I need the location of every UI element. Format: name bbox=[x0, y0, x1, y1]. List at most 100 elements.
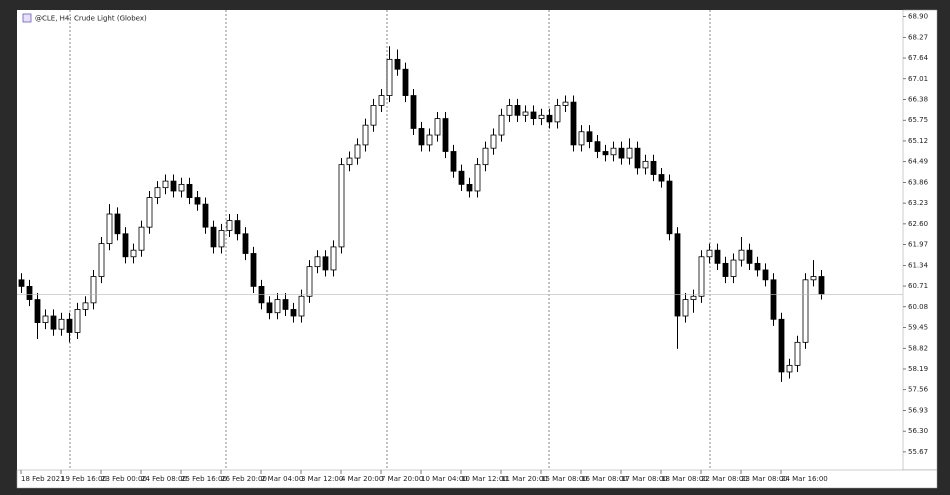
candle-body bbox=[658, 174, 665, 182]
candle-body bbox=[674, 233, 681, 317]
candle-body bbox=[690, 295, 697, 300]
x-tick-label: 4 Mar 20:00 bbox=[341, 475, 383, 483]
candle-body bbox=[458, 170, 465, 185]
candle-body bbox=[354, 144, 361, 159]
x-tick-label: 23 Feb 00:00 bbox=[101, 475, 147, 483]
candle-body bbox=[282, 299, 289, 310]
candle-body bbox=[514, 105, 521, 116]
time-axis bbox=[16, 469, 938, 489]
y-tick-label: 57.56 bbox=[908, 386, 929, 394]
candle-body bbox=[570, 101, 577, 146]
candle-body bbox=[634, 147, 641, 169]
y-tick-label: 63.23 bbox=[908, 199, 928, 207]
candle-body bbox=[626, 147, 633, 159]
candle-body bbox=[58, 318, 65, 330]
candle-body bbox=[522, 111, 529, 116]
candle-body bbox=[754, 262, 761, 271]
candle-body bbox=[274, 299, 281, 314]
x-tick-label: 11 Mar 20:00 bbox=[501, 475, 548, 483]
x-tick-label: 22 Mar 08:00 bbox=[701, 475, 748, 483]
y-tick-label: 68.27 bbox=[908, 33, 928, 41]
x-tick-label: 23 Mar 08:00 bbox=[741, 475, 788, 483]
candle-body bbox=[682, 299, 689, 317]
symbol-icon bbox=[22, 13, 32, 23]
y-tick-label: 59.45 bbox=[908, 324, 928, 332]
y-tick-label: 65.12 bbox=[908, 137, 928, 145]
candle-body bbox=[466, 183, 473, 192]
candle-body bbox=[482, 147, 489, 166]
candle-body bbox=[210, 226, 217, 248]
candle-body bbox=[562, 101, 569, 106]
candle-body bbox=[642, 160, 649, 169]
y-tick-label: 67.64 bbox=[908, 54, 929, 62]
candle-body bbox=[314, 256, 321, 268]
candle-body bbox=[450, 151, 457, 172]
candle-body bbox=[554, 105, 561, 123]
candle-body bbox=[74, 309, 81, 333]
y-tick-label: 60.08 bbox=[908, 303, 928, 311]
candle-body bbox=[730, 259, 737, 277]
candle-body bbox=[290, 309, 297, 317]
candle-body bbox=[178, 183, 185, 192]
candle-body bbox=[226, 220, 233, 231]
candle-body bbox=[786, 364, 793, 373]
candle-body bbox=[154, 187, 161, 198]
candle-body bbox=[122, 233, 129, 258]
candle-body bbox=[234, 220, 241, 235]
candle-body bbox=[818, 276, 825, 295]
candle-body bbox=[762, 269, 769, 281]
candle-body bbox=[578, 131, 585, 146]
plot-area bbox=[17, 10, 903, 470]
x-tick-label: 18 Feb 2021 bbox=[21, 475, 65, 483]
y-tick-label: 61.97 bbox=[908, 241, 928, 249]
y-tick-label: 55.67 bbox=[908, 448, 928, 456]
x-tick-label: 3 Mar 12:00 bbox=[301, 475, 343, 483]
candle-body bbox=[418, 128, 425, 146]
candle-body bbox=[802, 279, 809, 343]
candle-body bbox=[394, 58, 401, 70]
candle-body bbox=[794, 341, 801, 366]
candle-body bbox=[602, 151, 609, 156]
candle-body bbox=[378, 95, 385, 106]
x-tick-label: 19 Feb 16:00 bbox=[61, 475, 107, 483]
candle-body bbox=[346, 157, 353, 166]
x-tick-label: 15 Mar 08:00 bbox=[541, 475, 588, 483]
candle-body bbox=[138, 226, 145, 251]
y-tick-label: 60.71 bbox=[908, 282, 928, 290]
candle-body bbox=[114, 213, 121, 235]
x-tick-label: 10 Mar 04:00 bbox=[421, 475, 468, 483]
candle-body bbox=[738, 249, 745, 261]
x-tick-label: 24 Feb 08:00 bbox=[141, 475, 187, 483]
candle-body bbox=[322, 256, 329, 271]
candle-body bbox=[618, 147, 625, 159]
candle-body bbox=[538, 114, 545, 119]
candle-body bbox=[330, 246, 337, 271]
candle-body bbox=[434, 118, 441, 136]
candle-body bbox=[506, 105, 513, 116]
x-tick-label: 18 Mar 08:00 bbox=[661, 475, 708, 483]
candle-body bbox=[370, 105, 377, 126]
y-tick-label: 58.19 bbox=[908, 365, 928, 373]
candle-body bbox=[106, 213, 113, 245]
candle-body bbox=[498, 114, 505, 136]
candle-body bbox=[594, 141, 601, 152]
candle-body bbox=[98, 243, 105, 277]
y-tick-label: 61.34 bbox=[908, 261, 929, 269]
candle-body bbox=[586, 131, 593, 143]
candle-body bbox=[722, 262, 729, 277]
y-tick-label: 64.49 bbox=[908, 158, 928, 166]
x-tick-label: 25 Feb 16:00 bbox=[181, 475, 227, 483]
candle-body bbox=[146, 197, 153, 228]
candle-body bbox=[746, 249, 753, 264]
y-tick-label: 62.60 bbox=[908, 220, 928, 228]
x-tick-label: 26 Feb 20:00 bbox=[221, 475, 267, 483]
y-tick-label: 67.01 bbox=[908, 75, 928, 83]
candle-body bbox=[34, 299, 41, 323]
candle-body bbox=[170, 180, 177, 192]
candle-body bbox=[18, 279, 25, 287]
candle-body bbox=[90, 276, 97, 304]
x-tick-label: 10 Mar 12:00 bbox=[461, 475, 508, 483]
candle-body bbox=[266, 302, 273, 314]
candle-body bbox=[162, 180, 169, 189]
